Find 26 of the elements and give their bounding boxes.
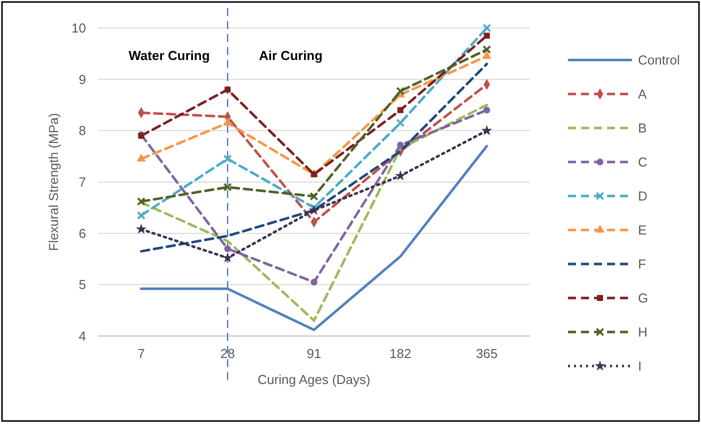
x-tick-label: 7 <box>138 346 145 361</box>
y-tick-label: 6 <box>78 226 86 241</box>
annotation: Water Curing <box>128 48 210 63</box>
y-tick-label: 9 <box>78 72 86 87</box>
legend-label: I <box>638 358 642 374</box>
legend-label: C <box>638 154 648 170</box>
legend-label: Control <box>638 52 680 68</box>
y-tick-label: 10 <box>72 20 86 36</box>
legend-label: E <box>638 222 647 238</box>
y-axis-title: Flexural Strength (MPa) <box>46 113 61 251</box>
y-tick-label: 7 <box>78 174 86 190</box>
legend-label: B <box>638 120 647 136</box>
x-tick-label: 365 <box>476 346 498 361</box>
x-tick-label: 182 <box>390 346 412 361</box>
y-tick-label: 8 <box>78 123 86 138</box>
legend-label: D <box>638 188 648 204</box>
x-tick-label: 28 <box>220 346 235 361</box>
legend-label: F <box>638 256 646 272</box>
y-tick-label: 5 <box>78 277 86 292</box>
y-tick-label: 4 <box>78 328 86 344</box>
legend-label: G <box>638 290 648 306</box>
x-axis-title: Curing Ages (Days) <box>258 372 370 387</box>
annotation: Air Curing <box>259 48 323 63</box>
legend-label: H <box>638 324 648 340</box>
x-tick-label: 91 <box>306 346 322 361</box>
legend-label: A <box>638 86 647 102</box>
